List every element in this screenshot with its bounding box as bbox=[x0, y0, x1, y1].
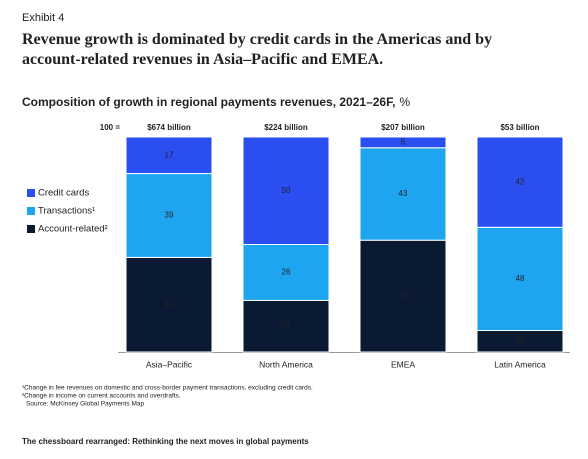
data-label: 24 bbox=[282, 321, 291, 330]
data-label: 10 bbox=[516, 336, 525, 345]
data-label: 43 bbox=[399, 189, 408, 198]
data-label: 26 bbox=[282, 268, 291, 277]
bar-segment bbox=[359, 239, 447, 353]
bar-segment bbox=[476, 136, 564, 228]
bar-segment bbox=[125, 136, 213, 175]
chart-title: Composition of growth in regional paymen… bbox=[22, 95, 410, 109]
x-tick-label: Latin America bbox=[494, 359, 546, 369]
footnote: ²Change in income on current accounts an… bbox=[22, 393, 181, 400]
bar-segment bbox=[476, 226, 564, 331]
total-value: $224 billion bbox=[264, 123, 308, 132]
bar-segment bbox=[359, 147, 447, 241]
total-value: $207 billion bbox=[381, 123, 425, 132]
legend-label: Account-related² bbox=[38, 224, 108, 235]
x-tick-label: EMEA bbox=[391, 359, 415, 369]
headline-line: account-related revenues in Asia–Pacific… bbox=[22, 51, 383, 68]
data-label: 39 bbox=[165, 211, 174, 220]
headline-line: Revenue growth is dominated by credit ca… bbox=[22, 31, 492, 48]
legend-label: Transactions¹ bbox=[38, 206, 95, 217]
legend-label: Credit cards bbox=[38, 188, 89, 199]
data-label: 52 bbox=[399, 291, 408, 300]
data-label: 48 bbox=[516, 274, 525, 283]
headline: Revenue growth is dominated by credit ca… bbox=[22, 31, 492, 68]
unit: % bbox=[399, 95, 410, 109]
bar-segment bbox=[242, 244, 330, 301]
bar-segment bbox=[242, 299, 330, 353]
bar-segment bbox=[242, 136, 330, 245]
bar-segment bbox=[125, 256, 213, 353]
data-label: 17 bbox=[165, 150, 174, 159]
bar-segment bbox=[359, 136, 447, 149]
total-value: $674 billion bbox=[147, 123, 191, 132]
x-tick-label: Asia–Pacific bbox=[146, 359, 193, 369]
total-label: 100 = bbox=[100, 123, 121, 132]
total-value: $53 billion bbox=[500, 123, 539, 132]
data-label: 44 bbox=[165, 300, 174, 309]
legend-swatch bbox=[27, 225, 35, 233]
footnote: ¹Change in fee revenues on domestic and … bbox=[22, 385, 313, 392]
legend-swatch bbox=[27, 189, 35, 197]
footnote: Source: McKinsey Global Payments Map bbox=[26, 401, 145, 408]
footer: The chessboard rearranged: Rethinking th… bbox=[22, 437, 309, 446]
chart-title-text: Composition of growth in regional paymen… bbox=[22, 95, 395, 109]
legend-swatch bbox=[27, 207, 35, 215]
data-label: 50 bbox=[282, 186, 291, 195]
x-tick-label: North America bbox=[259, 359, 313, 369]
bar-segment bbox=[125, 173, 213, 258]
data-label: 42 bbox=[516, 177, 525, 186]
exhibit-label: Exhibit 4 bbox=[22, 12, 64, 24]
data-label: 5 bbox=[401, 137, 406, 146]
